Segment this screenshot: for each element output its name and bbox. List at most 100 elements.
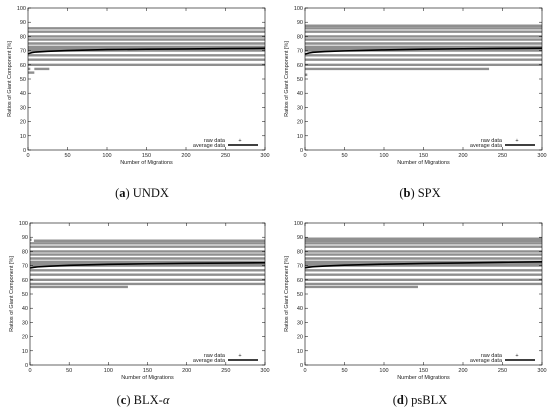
average-data-line	[304, 260, 543, 269]
x-tick-label: 250	[221, 368, 230, 374]
legend-raw-label: raw data	[481, 138, 503, 144]
caption-letter-close: )	[126, 393, 133, 407]
x-tick-label: 100	[379, 153, 388, 159]
x-tick-label: 100	[379, 368, 388, 374]
y-axis-label: Ratios of Giant Component [%]	[9, 256, 15, 332]
y-tick-label: 30	[297, 105, 303, 111]
x-tick-label: 50	[341, 153, 347, 159]
y-tick-label: 30	[297, 320, 303, 326]
y-tick-label: 30	[20, 105, 26, 111]
caption-letter-close: )	[126, 186, 133, 200]
legend-average-label: average data	[470, 143, 503, 149]
y-tick-label: 40	[297, 306, 303, 312]
legend-raw-label: raw data	[481, 353, 503, 359]
y-tick-label: 10	[297, 134, 303, 140]
x-tick-label: 250	[498, 368, 507, 374]
caption-letter-close: )	[410, 186, 417, 200]
y-axis-label: Ratios of Giant Component [%]	[284, 41, 290, 117]
y-tick-label: 20	[297, 120, 303, 126]
legend-average-label: average data	[470, 358, 503, 364]
y-axis-label: Ratios of Giant Component [%]	[284, 256, 290, 332]
x-tick-label: 50	[341, 368, 347, 374]
y-tick-label: 60	[297, 63, 303, 69]
panel-caption: (a) UNDX	[115, 186, 169, 200]
average-data-line	[27, 47, 266, 55]
caption-letter: (	[399, 186, 403, 200]
caption-letter: (	[117, 393, 121, 407]
y-tick-label: 40	[297, 91, 303, 97]
y-tick-label: 30	[22, 320, 28, 326]
y-tick-label: 70	[22, 264, 28, 270]
y-tick-label: 0	[25, 363, 28, 369]
y-axis-label: Ratios of Giant Component [%]	[7, 41, 13, 117]
caption-letter: (	[393, 393, 397, 407]
x-tick-label: 0	[303, 153, 306, 159]
y-tick-label: 90	[20, 20, 26, 26]
y-tick-label: 100	[294, 6, 303, 12]
y-tick-label: 70	[297, 264, 303, 270]
x-tick-label: 150	[419, 153, 428, 159]
y-tick-label: 80	[297, 34, 303, 40]
legend-raw-marker: +	[515, 138, 518, 144]
x-tick-label: 200	[182, 368, 191, 374]
panel-caption: (d) psBLX	[393, 393, 448, 407]
panel-b: 0 10 20 30 40 50 60 70 80 90 100 0 50 100 150 200 250 300…	[284, 6, 547, 200]
y-tick-label: 70	[20, 49, 26, 55]
x-tick-label: 300	[537, 153, 546, 159]
y-tick-label: 80	[20, 34, 26, 40]
y-tick-label: 10	[22, 349, 28, 355]
y-tick-label: 80	[22, 249, 28, 255]
x-axis-label: Number of Migrations	[397, 375, 450, 381]
x-axis-label: Number of Migrations	[121, 375, 174, 381]
x-tick-label: 150	[419, 368, 428, 374]
y-tick-label: 50	[22, 292, 28, 298]
x-tick-label: 0	[303, 368, 306, 374]
x-tick-label: 0	[28, 368, 31, 374]
y-tick-label: 10	[297, 349, 303, 355]
x-tick-label: 150	[142, 153, 151, 159]
x-tick-label: 300	[260, 153, 269, 159]
caption-letter: (	[115, 186, 119, 200]
caption-letter-bold: c	[121, 393, 127, 407]
legend-raw-marker: +	[515, 353, 518, 359]
y-tick-label: 40	[22, 306, 28, 312]
y-tick-label: 90	[297, 235, 303, 241]
x-tick-label: 250	[498, 153, 507, 159]
legend-raw-label: raw data	[204, 138, 226, 144]
panel-c: 0 10 20 30 40 50 60 70 80 90 100 0 50 100 150 200 250 300…	[9, 221, 270, 407]
panel-a: 0 10 20 30 40 50 60 70 80 90 100 0 50 100 150 200 250 300…	[7, 6, 270, 200]
y-tick-label: 60	[297, 278, 303, 284]
y-tick-label: 50	[20, 77, 26, 83]
y-tick-label: 0	[300, 148, 303, 154]
y-tick-label: 100	[19, 221, 28, 227]
caption-letter-close: )	[404, 393, 411, 407]
y-tick-label: 90	[22, 235, 28, 241]
y-tick-label: 20	[20, 120, 26, 126]
legend-average-label: average data	[193, 143, 226, 149]
x-tick-label: 50	[64, 153, 70, 159]
y-tick-label: 100	[294, 221, 303, 227]
x-tick-label: 50	[66, 368, 72, 374]
caption-name: SPX	[418, 186, 441, 200]
x-tick-label: 200	[458, 368, 467, 374]
y-tick-label: 90	[297, 20, 303, 26]
caption-letter-bold: b	[403, 186, 410, 200]
legend-raw-label: raw data	[204, 353, 226, 359]
y-tick-label: 70	[297, 49, 303, 55]
caption-letter-bold: d	[397, 393, 404, 407]
x-tick-label: 150	[143, 368, 152, 374]
x-axis-label: Number of Migrations	[120, 160, 173, 166]
legend-raw-marker: +	[238, 353, 241, 359]
y-tick-label: 20	[22, 335, 28, 341]
y-tick-label: 60	[22, 278, 28, 284]
x-tick-label: 300	[537, 368, 546, 374]
y-tick-label: 0	[300, 363, 303, 369]
caption-letter-bold: a	[119, 186, 126, 200]
y-tick-label: 60	[20, 63, 26, 69]
y-tick-label: 50	[297, 77, 303, 83]
legend-raw-marker: +	[238, 138, 241, 144]
y-tick-label: 40	[20, 91, 26, 97]
y-tick-label: 100	[17, 6, 26, 12]
x-axis-label: Number of Migrations	[397, 160, 450, 166]
